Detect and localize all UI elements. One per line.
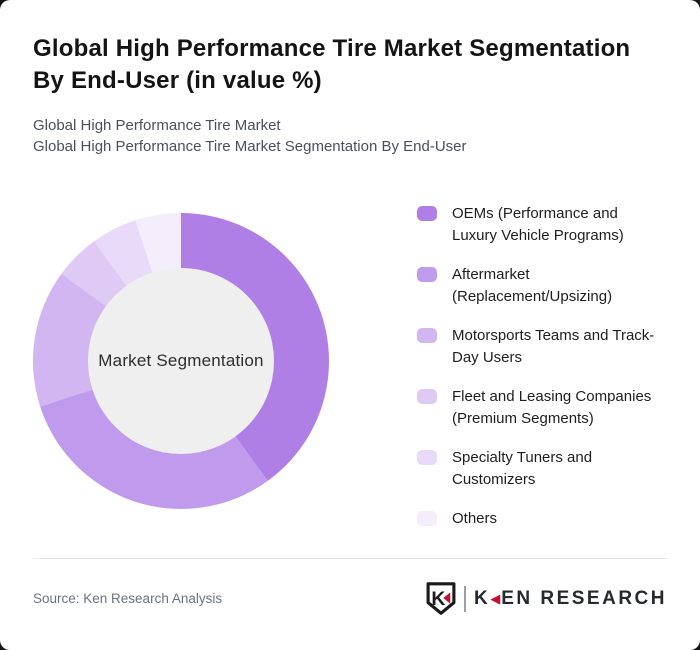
legend-item: Motorsports Teams and Track-Day Users xyxy=(417,325,667,369)
legend-label: Specialty Tuners and Customizers xyxy=(452,449,593,488)
legend-item: Aftermarket (Replacement/Upsizing) xyxy=(417,264,667,308)
logo-text-rest: EN RESEARCH xyxy=(501,587,667,609)
legend-label: Fleet and Leasing Companies (Premium Seg… xyxy=(452,388,652,427)
legend-swatch xyxy=(417,206,437,221)
logo-letter-k: K xyxy=(473,587,491,609)
legend-item: Specialty Tuners and Customizers xyxy=(417,447,667,491)
donut-center: Market Segmentation xyxy=(88,268,274,454)
ken-research-shield-icon: K xyxy=(425,581,457,616)
donut-chart: Market Segmentation xyxy=(33,213,329,509)
footer: Source: Ken Research Analysis K K◀EN RES… xyxy=(33,558,667,616)
legend-swatch xyxy=(417,328,437,343)
subtitle-block: Global High Performance Tire Market Glob… xyxy=(33,115,667,157)
ken-research-logo: K K◀EN RESEARCH xyxy=(425,581,667,616)
chart-section: Market Segmentation OEMs (Performance an… xyxy=(33,197,667,547)
subtitle-line-1: Global High Performance Tire Market xyxy=(33,117,281,134)
legend-label: OEMs (Performance and Luxury Vehicle Pro… xyxy=(452,205,624,244)
legend-label: Others xyxy=(452,510,498,527)
source-note: Source: Ken Research Analysis xyxy=(33,591,223,606)
legend-item: Others xyxy=(417,508,667,530)
legend-swatch xyxy=(417,511,437,526)
logo-divider xyxy=(463,585,466,612)
legend-swatch xyxy=(417,389,437,404)
legend-item: OEMs (Performance and Luxury Vehicle Pro… xyxy=(417,203,667,247)
legend-item: Fleet and Leasing Companies (Premium Seg… xyxy=(417,386,667,430)
legend-swatch xyxy=(417,267,437,282)
legend-label: Aftermarket (Replacement/Upsizing) xyxy=(452,266,613,305)
page-title: Global High Performance Tire Market Segm… xyxy=(33,35,631,94)
donut-center-label: Market Segmentation xyxy=(98,351,264,370)
subtitle-line-2: Global High Performance Tire Market Segm… xyxy=(33,138,467,155)
legend-swatch xyxy=(417,450,437,465)
svg-text:K: K xyxy=(431,588,445,610)
donut-chart-wrapper: Market Segmentation xyxy=(33,213,329,509)
red-triangle-icon: ◀ xyxy=(490,590,501,606)
logo-wordmark: K◀EN RESEARCH xyxy=(474,588,667,610)
legend-label: Motorsports Teams and Track-Day Users xyxy=(452,327,655,366)
legend: OEMs (Performance and Luxury Vehicle Pro… xyxy=(417,203,667,547)
